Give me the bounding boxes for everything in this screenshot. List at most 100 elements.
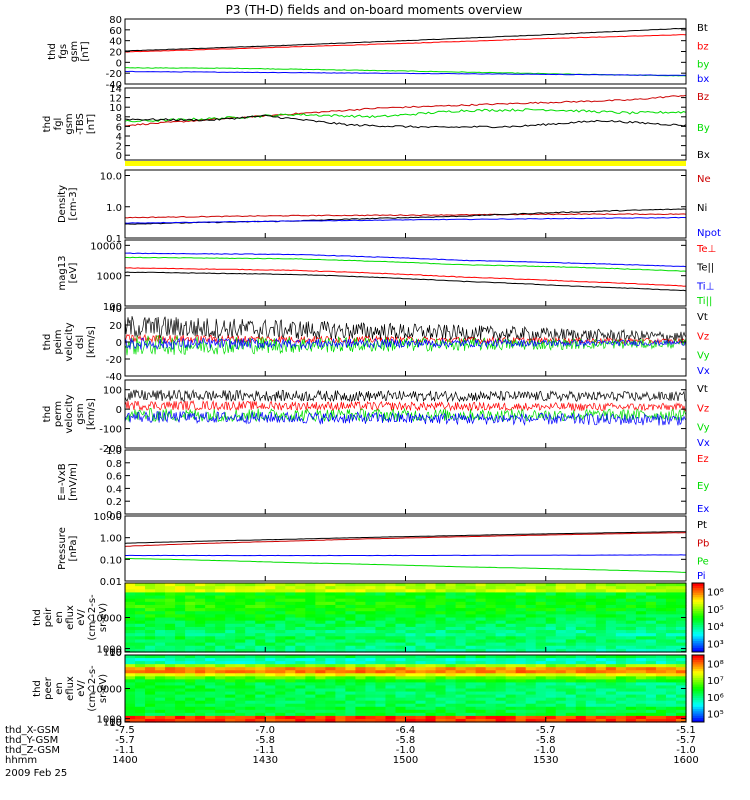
spectrogram-cell	[145, 700, 156, 705]
spectrogram-cell	[375, 709, 387, 714]
spectrogram-cell	[405, 604, 417, 609]
spectrogram-cell	[445, 586, 457, 590]
spectrogram-cell	[375, 703, 387, 708]
spectrogram-cell	[505, 639, 517, 644]
y-tick-label: 10	[109, 648, 122, 659]
spectrogram-cell	[125, 595, 136, 600]
spectrogram-cell	[395, 664, 407, 668]
spectrogram-cell	[515, 589, 527, 594]
spectrogram-cell	[325, 712, 336, 717]
spectrogram-cell	[515, 639, 527, 644]
spectrogram-cell	[125, 614, 136, 619]
spectrogram-cell	[175, 592, 186, 597]
spectrogram-cell	[225, 589, 236, 594]
spectrogram-cell	[215, 648, 226, 653]
spectrogram-cell	[175, 691, 186, 696]
spectrogram-cell	[245, 598, 256, 603]
colorbar-step	[692, 655, 704, 658]
spectrogram-cell	[555, 614, 567, 619]
spectrogram-cell	[645, 601, 657, 606]
spectrogram-cell	[275, 614, 286, 619]
legend-Bt: Bt	[697, 23, 708, 34]
spectrogram-cell	[485, 595, 497, 600]
spectrogram-cell	[535, 709, 547, 714]
spectrogram-cell	[125, 623, 136, 628]
spectrogram-cell	[435, 623, 447, 628]
spectrogram-cell	[455, 601, 467, 606]
spectrogram-cell	[285, 673, 296, 677]
spectrogram-cell	[215, 620, 226, 625]
spectrogram-cell	[485, 586, 497, 590]
legend-Te⊥: Te⊥	[696, 244, 716, 255]
spectrogram-cell	[295, 673, 306, 677]
spectrogram-cell	[655, 626, 667, 631]
spectrogram-cell	[565, 614, 577, 619]
spectrogram-cell	[125, 598, 136, 603]
spectrogram-cell	[315, 673, 326, 677]
spectrogram-cell	[635, 630, 647, 634]
spectrogram-cell	[345, 694, 357, 699]
spectrogram-cell	[665, 718, 677, 723]
spectrogram-cell	[405, 688, 417, 693]
y-tick-label: -200	[99, 444, 122, 455]
colorbar-step	[692, 603, 704, 607]
spectrogram-cell	[455, 676, 467, 680]
spectrogram-cell	[295, 633, 306, 637]
spectrogram-cell	[425, 712, 437, 717]
spectrogram-cell	[175, 645, 186, 650]
spectrogram-cell	[315, 601, 326, 606]
spectrogram-cell	[375, 592, 387, 597]
spectrogram-cell	[645, 682, 657, 687]
spectrogram-cell	[205, 617, 216, 622]
spectrogram-cell	[645, 670, 657, 674]
spectrogram-cell	[465, 604, 477, 609]
spectrogram-cell	[595, 630, 607, 634]
spectrogram-cell	[515, 685, 527, 690]
spectrogram-cell	[475, 642, 487, 647]
spectrogram-cell	[305, 633, 316, 637]
spectrogram-cell	[655, 667, 667, 671]
spectrogram-cell	[465, 586, 477, 590]
spectrogram-cell	[635, 709, 647, 714]
spectrogram-cell	[645, 712, 657, 717]
spectrogram-cell	[595, 658, 607, 662]
spectrogram-cell	[545, 664, 557, 668]
colorbar-step	[692, 670, 704, 674]
spectrogram-cell	[585, 611, 597, 615]
spectrogram-cell	[285, 589, 296, 594]
spectrogram-cell	[155, 718, 166, 723]
spectrogram-cell	[625, 685, 637, 690]
spectrogram-cell	[675, 664, 687, 668]
spectrogram-cell	[535, 645, 547, 650]
spectrogram-cell	[535, 642, 547, 647]
spectrogram-cell	[545, 655, 557, 659]
spectrogram-cell	[415, 639, 427, 644]
spectrogram-cell	[435, 589, 447, 594]
x-row-label: thd_Y-GSM	[5, 735, 58, 746]
spectrogram-cell	[665, 620, 677, 625]
spectrogram-cell	[625, 586, 637, 590]
spectrogram-cell	[185, 623, 196, 628]
colorbar-step	[692, 659, 704, 663]
spectrogram-cell	[445, 601, 457, 606]
spectrogram-cell	[585, 691, 597, 696]
spectrogram-cell	[125, 679, 136, 684]
spectrogram-cell	[535, 604, 547, 609]
spectrogram-cell	[535, 667, 547, 671]
spectrogram-cell	[395, 658, 407, 662]
spectrogram-cell	[625, 703, 637, 708]
series-line-Ti⊥	[125, 252, 687, 268]
spectrogram-cell	[635, 664, 647, 668]
spectrogram-cell	[535, 636, 547, 641]
spectrogram-cell	[345, 595, 357, 600]
colorbar-label: 10⁶	[707, 693, 724, 704]
spectrogram-cell	[425, 604, 437, 609]
spectrogram-cell	[415, 592, 427, 597]
spectrogram-cell	[435, 694, 447, 699]
spectrogram-cell	[575, 598, 587, 603]
spectrogram-cell	[665, 712, 677, 717]
spectrogram-cell	[275, 608, 286, 612]
series-line-Bt	[124, 27, 686, 52]
spectrogram-cell	[455, 595, 467, 600]
